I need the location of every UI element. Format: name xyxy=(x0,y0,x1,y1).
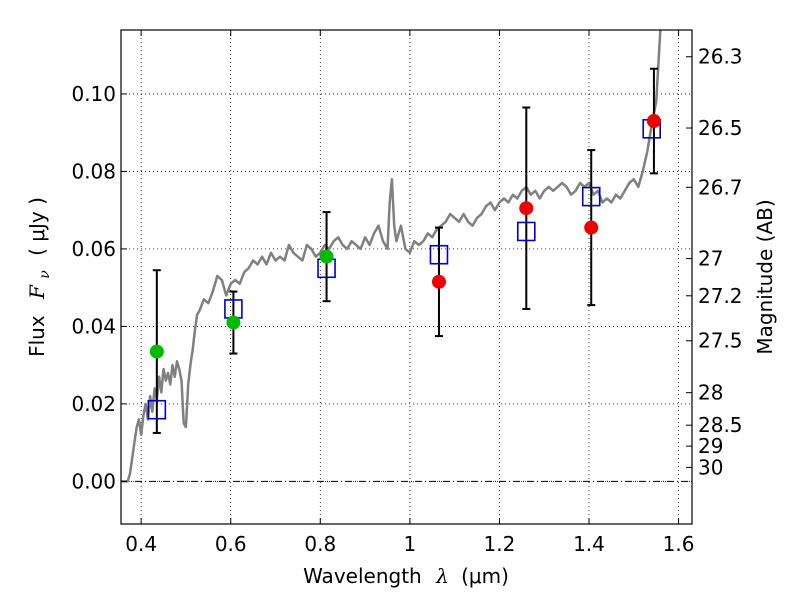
y2-tick-label: 28.5 xyxy=(698,413,743,437)
model-flux-box xyxy=(147,399,167,420)
optical-flux-point xyxy=(226,315,241,330)
y2-tick-label: 30 xyxy=(698,455,723,479)
x-axis-ticks: 0.4 0.6 0.8 1 1.2 1.4 1.6 xyxy=(125,30,694,556)
spectrum-line xyxy=(121,30,662,483)
nir-flux-point xyxy=(431,274,446,289)
y-axis-label-prefix: Flux xyxy=(25,315,49,357)
observed-flux-points xyxy=(149,114,661,359)
y-axis-label-symbol: F xyxy=(25,284,49,300)
optical-flux-point xyxy=(149,344,164,359)
optical-flux-point xyxy=(319,249,334,264)
y-tick-label: 0.02 xyxy=(71,392,116,416)
y2-tick-label: 27 xyxy=(698,247,723,271)
nir-flux-point xyxy=(519,201,534,216)
y2-tick-label: 28 xyxy=(698,381,723,405)
y-tick-label: 0.08 xyxy=(71,159,116,183)
y-axis-label-subscript: ν xyxy=(37,270,53,279)
y2-tick-label: 29 xyxy=(698,434,723,458)
y-tick-label: 0.10 xyxy=(71,82,116,106)
plot-frame xyxy=(120,29,693,525)
y2-axis-label: Magnitude (AB) xyxy=(753,199,777,354)
model-spectrum xyxy=(121,30,662,483)
x-tick-label: 1.4 xyxy=(573,532,605,556)
x-axis-label: Wavelength λ (μm) xyxy=(303,564,509,588)
model-flux-box xyxy=(581,186,601,207)
x-axis-label-unit: (μm) xyxy=(461,564,509,588)
model-flux-box xyxy=(429,244,449,265)
x-tick-label: 1.2 xyxy=(484,532,516,556)
y2-tick-label: 26.5 xyxy=(698,116,743,140)
y2-tick-label: 27.2 xyxy=(698,284,743,308)
y2-tick-label: 26.3 xyxy=(698,45,743,69)
y2-tick-label: 26.7 xyxy=(698,175,743,199)
x-axis-label-symbol: λ xyxy=(435,564,449,588)
error-bars xyxy=(152,67,658,434)
x-tick-label: 0.6 xyxy=(215,532,247,556)
y-axis-label: Flux F ν ( μJy ) xyxy=(25,197,54,357)
y-tick-label: 0.00 xyxy=(71,469,116,493)
y-tick-label: 0.06 xyxy=(71,237,116,261)
x-axis-label-prefix: Wavelength xyxy=(303,564,422,588)
x-tick-label: 0.8 xyxy=(304,532,336,556)
y-axis-ticks: 0.00 0.02 0.04 0.06 0.08 0.10 xyxy=(71,82,127,493)
x-tick-label: 1.6 xyxy=(663,532,695,556)
y-tick-label: 0.04 xyxy=(71,314,116,338)
nir-flux-point xyxy=(584,220,599,235)
x-tick-label: 0.4 xyxy=(125,532,157,556)
x-tick-label: 1 xyxy=(403,532,416,556)
model-flux-boxes xyxy=(147,119,661,420)
model-flux-box xyxy=(516,221,536,242)
nir-flux-point xyxy=(646,114,661,129)
gridlines xyxy=(121,30,692,524)
y-axis-label-unit: ( μJy ) xyxy=(25,197,49,256)
y2-tick-label: 27.5 xyxy=(698,329,743,353)
